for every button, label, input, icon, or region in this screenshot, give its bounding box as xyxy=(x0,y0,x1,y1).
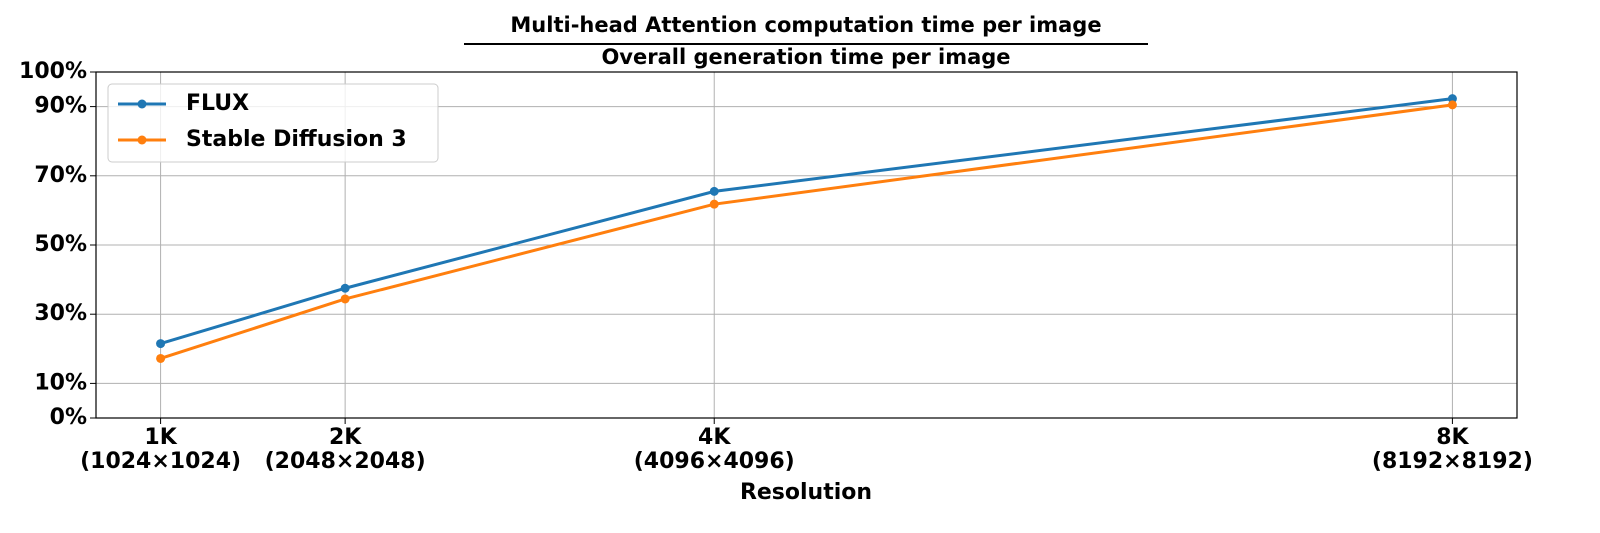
legend-marker xyxy=(137,135,147,145)
y-tick-label: 70% xyxy=(34,163,87,188)
x-tick-label: 2K (2048×2048) xyxy=(265,425,426,474)
chart-title: Multi-head Attention computation time pe… xyxy=(510,13,1101,37)
y-tick-label: 10% xyxy=(34,370,87,395)
legend-box xyxy=(107,83,439,163)
y-tick-label: 0% xyxy=(50,405,87,430)
y-tick-label: 50% xyxy=(34,232,87,257)
y-tick-label: 100% xyxy=(19,59,87,84)
chart-subtitle: Overall generation time per image xyxy=(601,45,1010,69)
data-point xyxy=(340,294,350,304)
plot-frame xyxy=(95,71,1518,419)
data-point xyxy=(1447,94,1457,104)
legend-marker xyxy=(137,99,147,109)
legend-label: FLUX xyxy=(186,91,249,116)
y-tick-label: 90% xyxy=(34,94,87,119)
data-point xyxy=(156,353,166,363)
x-tick-label: 4K (4096×4096) xyxy=(634,425,795,474)
series-line xyxy=(160,103,1453,360)
x-tick-label: 1K (1024×1024) xyxy=(80,425,241,474)
x-tick-label: 8K (8192×8192) xyxy=(1372,425,1533,474)
legend-label: Stable Diffusion 3 xyxy=(186,127,407,152)
data-point xyxy=(156,339,166,349)
data-point xyxy=(709,199,719,209)
x-axis-label: Resolution xyxy=(740,480,872,505)
data-point xyxy=(709,186,719,196)
y-tick-label: 30% xyxy=(34,301,87,326)
series-line xyxy=(160,97,1453,346)
data-point xyxy=(1447,100,1457,110)
data-point xyxy=(340,283,350,293)
